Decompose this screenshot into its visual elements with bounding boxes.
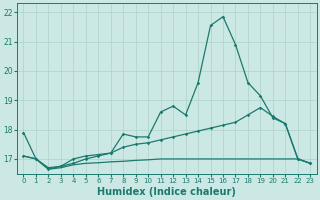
X-axis label: Humidex (Indice chaleur): Humidex (Indice chaleur) <box>98 187 236 197</box>
